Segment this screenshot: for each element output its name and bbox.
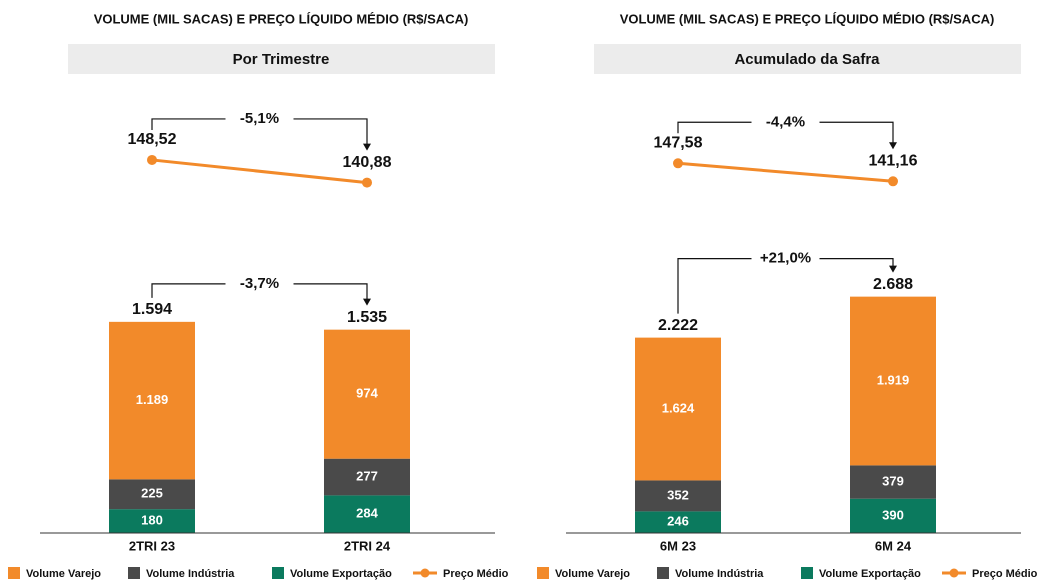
price-bracket-arrow: [363, 143, 371, 151]
legend-label: Preço Médio: [972, 568, 1038, 580]
volume-bracket-label-bg: [751, 248, 820, 269]
chart-title: VOLUME (MIL SACAS) E PREÇO LÍQUIDO MÉDIO…: [94, 11, 469, 26]
total-label: 2.688: [873, 276, 913, 293]
volume-bracket-arrow: [889, 265, 897, 273]
segment-label: 974: [356, 386, 378, 401]
segment-label: 379: [882, 473, 904, 488]
bar-segment: [109, 509, 195, 533]
segment-label: 284: [356, 506, 378, 521]
segment-label: 225: [141, 486, 163, 501]
x-tick-label: 2TRI 24: [344, 538, 391, 553]
bar-segment: [635, 337, 721, 481]
volume-bracket-label: +21,0%: [760, 250, 811, 267]
segment-label: 277: [356, 468, 378, 483]
price-bracket-arrow: [889, 142, 897, 150]
legend-swatch: [8, 567, 20, 579]
volume-bracket-arrow: [363, 298, 371, 306]
legend-label: Volume Exportação: [290, 568, 392, 580]
bar-segment: [635, 480, 721, 512]
segment-label: 1.189: [136, 392, 169, 407]
x-tick-label: 2TRI 23: [129, 538, 175, 553]
price-label: 141,16: [869, 153, 918, 170]
price-point: [888, 176, 898, 187]
chart-title: VOLUME (MIL SACAS) E PREÇO LÍQUIDO MÉDIO…: [620, 11, 995, 26]
legend-swatch: [801, 567, 813, 579]
volume-bracket-label-bg: [225, 273, 294, 294]
legend-dot: [949, 568, 959, 578]
legend-swatch: [657, 567, 669, 579]
legend-label: Volume Exportação: [819, 568, 921, 580]
legend-label: Volume Indústria: [675, 568, 764, 580]
segment-label: 1.624: [662, 400, 695, 415]
price-label: 147,58: [654, 135, 703, 152]
price-line: [677, 161, 894, 183]
legend-swatch: [128, 567, 140, 579]
legend-dot: [420, 568, 430, 578]
bar-segment: [324, 458, 410, 496]
subtitle-band: [594, 44, 1021, 74]
total-label: 1.535: [347, 309, 387, 326]
segment-label: 390: [882, 507, 904, 522]
price-bracket-label: -5,1%: [240, 110, 279, 127]
bar-segment: [109, 321, 195, 480]
bar-segment: [850, 498, 936, 533]
price-bracket-label-bg: [225, 108, 294, 129]
legend-swatch: [272, 567, 284, 579]
bar-segment: [850, 296, 936, 466]
price-bracket-label: -4,4%: [766, 113, 805, 130]
price-bracket-label-bg: [751, 112, 820, 133]
bar-segment: [109, 479, 195, 510]
x-tick-label: 6M 23: [660, 538, 696, 553]
segment-label: 352: [667, 487, 689, 502]
segment-label: 1.919: [877, 372, 910, 387]
price-point: [362, 177, 372, 188]
total-label: 1.594: [132, 301, 172, 318]
legend-swatch: [537, 567, 549, 579]
chart-subtitle: Por Trimestre: [233, 51, 330, 68]
legend-label: Volume Varejo: [26, 568, 101, 580]
price-label: 140,88: [343, 154, 392, 171]
bar-segment: [635, 511, 721, 533]
subtitle-band: [68, 44, 495, 74]
chart-subtitle: Acumulado da Safra: [734, 51, 880, 68]
bar-segment: [324, 495, 410, 533]
legend-label: Volume Indústria: [146, 568, 235, 580]
legend-label: Preço Médio: [443, 568, 509, 580]
bar-segment: [324, 329, 410, 459]
total-label: 2.222: [658, 317, 698, 334]
legend-label: Volume Varejo: [555, 568, 630, 580]
segment-label: 180: [141, 513, 163, 528]
x-tick-label: 6M 24: [875, 538, 912, 553]
price-point: [673, 158, 683, 169]
volume-bracket-label: -3,7%: [240, 275, 279, 292]
segment-label: 246: [667, 514, 689, 529]
bar-segment: [850, 465, 936, 499]
price-point: [147, 154, 157, 165]
price-line: [151, 158, 368, 185]
price-label: 148,52: [128, 131, 177, 148]
